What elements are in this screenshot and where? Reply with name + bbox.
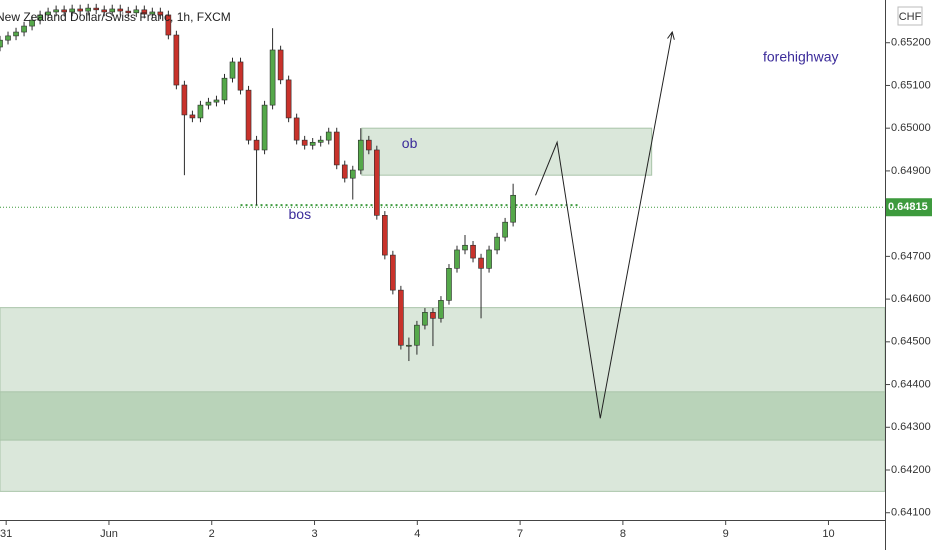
candle-body <box>0 39 3 48</box>
candle-body <box>462 244 468 251</box>
candle-body <box>93 7 100 11</box>
y-tick-label: 0.64200 <box>891 464 931 476</box>
candle-body <box>446 268 452 301</box>
x-tick-label: 9 <box>723 528 729 540</box>
x-tick-label: 4 <box>414 528 420 540</box>
candle-body <box>85 7 91 12</box>
candle-body <box>13 31 19 37</box>
y-tick-label: 0.64100 <box>891 507 931 519</box>
candle-body <box>77 8 83 12</box>
candle-body <box>21 25 27 33</box>
candle-body <box>229 61 236 79</box>
candle-body <box>37 14 43 21</box>
candle-body <box>478 257 484 269</box>
candle-body <box>205 101 212 106</box>
x-tick-label: 7 <box>517 528 523 540</box>
candle-body <box>53 9 59 13</box>
currency-box[interactable] <box>897 6 923 26</box>
plot-area: ob forehighway bos New Zealand Dollar/Swiss… <box>0 3 885 492</box>
candle-body <box>261 104 268 151</box>
candle-body <box>181 84 188 116</box>
candle-body <box>237 61 244 91</box>
candle-body <box>317 139 324 143</box>
candle-body <box>117 8 124 12</box>
candle-body <box>173 34 180 86</box>
y-tick-label: 0.65000 <box>891 122 931 134</box>
y-tick-label: 0.64300 <box>891 421 931 433</box>
zone <box>0 391 885 441</box>
candle-body <box>309 141 316 146</box>
candle-body <box>61 9 67 13</box>
candle-body <box>438 300 444 319</box>
projection-path <box>535 31 673 419</box>
candle-body <box>157 11 164 16</box>
x-tick-label: Jun <box>100 528 118 540</box>
candle-body <box>29 19 35 27</box>
candle-body <box>382 215 388 256</box>
zone-label: ob <box>402 135 418 151</box>
y-tick-label: 0.64500 <box>891 336 931 348</box>
candle-body <box>374 149 380 216</box>
y-tick-label: 0.64400 <box>891 378 931 390</box>
x-tick-label: 8 <box>620 528 626 540</box>
y-tick-label: 0.64900 <box>891 165 931 177</box>
candle-body <box>221 77 228 101</box>
candle-body <box>454 249 460 269</box>
candle-body <box>301 139 308 146</box>
zone <box>361 127 653 176</box>
candle-body <box>510 194 516 223</box>
y-tick-label: 0.64600 <box>891 293 931 305</box>
candle-body <box>189 114 196 119</box>
y-tick-label: 0.65100 <box>891 79 931 91</box>
candle-body <box>45 11 51 16</box>
candle-body <box>101 9 108 13</box>
y-tick-label: 0.64700 <box>891 250 931 262</box>
candle-body <box>133 9 140 14</box>
candle-body <box>414 324 420 346</box>
candle-body <box>422 312 428 326</box>
candle-body <box>486 249 492 269</box>
candle-body <box>406 344 412 347</box>
candle-body <box>109 8 116 13</box>
watermark: forehighway <box>763 49 839 65</box>
x-tick-label: 31 <box>0 528 12 540</box>
candle-body <box>470 244 476 259</box>
candle-body <box>125 10 132 14</box>
candle-body <box>165 14 172 36</box>
candle-body <box>5 35 11 41</box>
candle-body <box>277 49 284 81</box>
candle-body <box>349 169 356 179</box>
candle-body <box>269 49 276 106</box>
candle-body <box>253 139 260 151</box>
candle-body <box>293 117 300 141</box>
x-tick-label: 2 <box>209 528 215 540</box>
candle-body <box>69 8 75 13</box>
candle-body <box>245 89 252 141</box>
candle-body <box>333 131 340 166</box>
candle-body <box>341 164 348 179</box>
last-price-label: 0.64815 <box>888 201 928 213</box>
x-tick-label: 10 <box>822 528 834 540</box>
candle-body <box>366 139 372 151</box>
bos-label: bos <box>289 206 312 222</box>
candle-body <box>213 99 220 103</box>
candle-body <box>430 312 436 319</box>
y-tick-label: 0.65200 <box>891 37 931 49</box>
candle-body <box>141 9 148 15</box>
candle-body <box>197 104 204 119</box>
x-tick-label: 3 <box>311 528 317 540</box>
candle-body <box>398 289 404 346</box>
last-price-tag <box>886 198 932 217</box>
candle-body <box>494 236 500 251</box>
candle-body <box>325 131 332 141</box>
candle-body <box>149 11 156 15</box>
chart-title: New Zealand Dollar/Swiss Franc, 1h, FXCM <box>0 10 231 24</box>
candle-body <box>285 79 292 119</box>
candle-body <box>390 254 396 291</box>
candle-body <box>357 139 364 171</box>
currency: CHF <box>899 11 922 23</box>
projection-arrowhead <box>667 30 675 40</box>
candle-body <box>502 221 508 238</box>
